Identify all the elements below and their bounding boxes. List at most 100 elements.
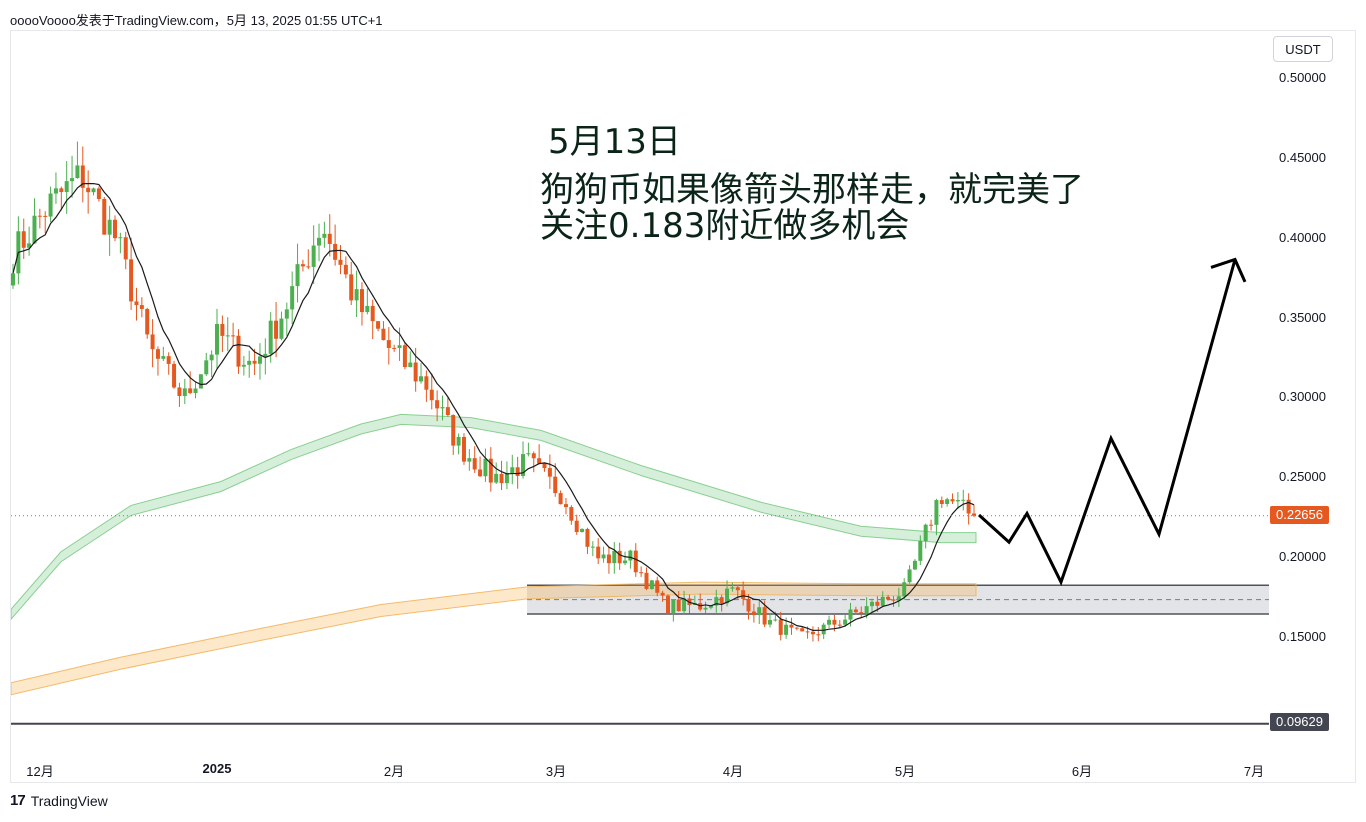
candle: [955, 492, 960, 509]
candle: [751, 603, 756, 623]
candle: [295, 243, 300, 303]
candle: [177, 382, 182, 407]
chart-area[interactable]: [10, 30, 1356, 783]
candle: [478, 456, 483, 477]
candle: [445, 397, 450, 417]
candle: [21, 218, 26, 259]
annotation-line-3: 关注0.183附近做多机会: [540, 206, 910, 246]
y-tick-label: 0.15000: [1279, 629, 1326, 644]
candle: [43, 211, 48, 234]
candle: [821, 622, 826, 640]
candle: [810, 626, 815, 642]
candle: [220, 315, 225, 353]
candle: [392, 344, 397, 352]
candle: [639, 566, 644, 577]
candle: [215, 308, 220, 369]
annotation-date: 5月13日: [548, 122, 681, 162]
candle: [939, 496, 944, 508]
candle: [75, 141, 80, 179]
currency-selector[interactable]: USDT: [1273, 36, 1333, 62]
candle: [891, 596, 896, 607]
candle: [880, 591, 885, 608]
candle: [644, 567, 649, 591]
candle: [558, 490, 563, 505]
candle: [257, 343, 262, 380]
candle: [896, 587, 901, 607]
candle: [606, 547, 611, 574]
candle: [483, 448, 488, 482]
candle: [757, 599, 762, 625]
candle: [317, 223, 322, 262]
candle: [402, 341, 407, 370]
candle: [268, 312, 273, 363]
candle: [510, 454, 515, 485]
candle: [182, 378, 187, 405]
candle: [424, 370, 429, 402]
candle: [16, 216, 21, 285]
candle: [585, 527, 590, 555]
candle: [563, 497, 568, 515]
candle: [719, 594, 724, 612]
candle: [279, 311, 284, 341]
candle: [456, 433, 461, 455]
candle: [118, 232, 123, 254]
candle: [11, 263, 15, 289]
candle: [671, 599, 676, 622]
candle: [188, 371, 193, 395]
tradingview-brand[interactable]: 17 TradingView: [10, 792, 108, 809]
candle: [365, 288, 370, 315]
candle: [113, 215, 118, 242]
candle: [27, 226, 32, 256]
candle: [225, 317, 230, 352]
candle: [730, 582, 735, 592]
candle: [617, 542, 622, 570]
candle: [150, 319, 155, 368]
price-chart[interactable]: [11, 31, 1357, 784]
candle: [284, 302, 289, 336]
candle: [435, 390, 440, 422]
candle: [601, 546, 606, 563]
candle: [526, 442, 531, 457]
candle: [494, 462, 499, 484]
candle: [107, 205, 112, 256]
candle: [419, 363, 424, 384]
candle: [161, 346, 166, 362]
candle: [923, 523, 928, 549]
x-tick-label: 3月: [545, 764, 567, 779]
candle: [209, 350, 214, 378]
candle: [499, 460, 504, 491]
candle: [488, 447, 493, 492]
candle: [429, 373, 434, 410]
x-tick-label: 12月: [26, 764, 54, 779]
candle: [472, 446, 477, 473]
candle: [300, 259, 305, 272]
candle: [612, 542, 617, 574]
candle: [934, 498, 939, 536]
candle: [139, 297, 144, 318]
candle: [553, 463, 558, 497]
low-price-tag: 0.09629: [1270, 713, 1329, 731]
candle: [193, 381, 198, 399]
annotation-line-2: 狗狗币如果像箭头那样走，就完美了: [540, 170, 1084, 210]
candle: [408, 351, 413, 368]
candle: [827, 615, 832, 629]
y-tick-label: 0.35000: [1279, 309, 1326, 325]
candle: [703, 601, 708, 614]
y-tick-label: 0.30000: [1279, 389, 1326, 405]
candle: [682, 590, 687, 615]
y-tick-label: 0.50000: [1279, 70, 1326, 85]
candle: [628, 549, 633, 569]
y-tick-label: 0.20000: [1279, 549, 1326, 565]
candle: [789, 617, 794, 635]
candle: [660, 590, 665, 602]
candle: [869, 598, 874, 612]
candle: [907, 565, 912, 584]
candle: [359, 282, 364, 326]
candle: [655, 576, 660, 597]
candle: [714, 589, 719, 613]
candle: [542, 462, 547, 472]
candle: [902, 578, 907, 600]
candle: [633, 543, 638, 577]
candle: [129, 237, 134, 310]
candle: [198, 374, 203, 389]
